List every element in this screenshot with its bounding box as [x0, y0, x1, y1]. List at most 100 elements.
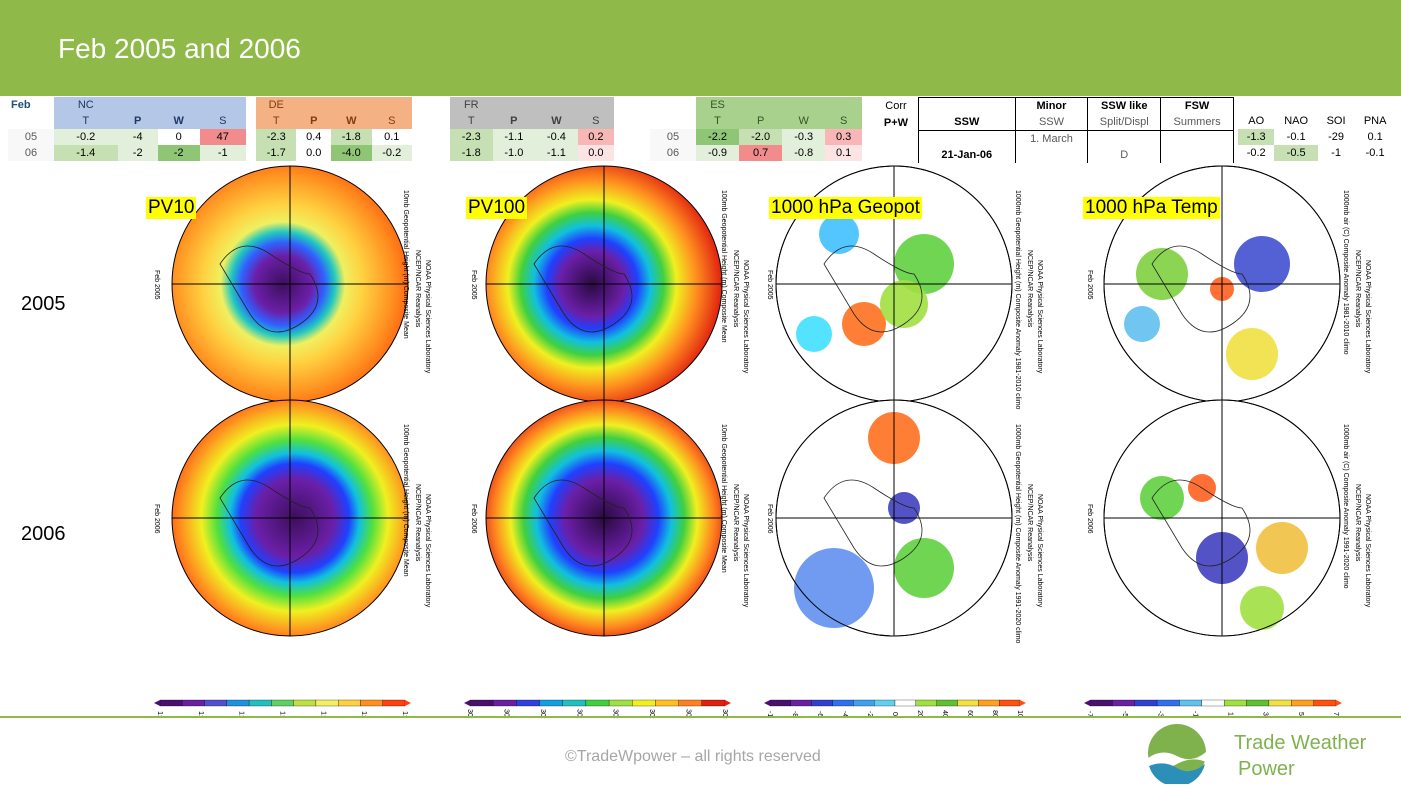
map-geopot-2006 [775, 399, 1013, 637]
col-header: S [577, 113, 614, 129]
index-cell: -1.3 [1238, 129, 1275, 145]
colorbar: -1 -8 -6 -4 -2 0 20 40 60 80 10 [764, 699, 1026, 718]
cell: -0.2 [371, 145, 412, 161]
index-cell: -29 [1328, 131, 1345, 143]
copyright-text: ©TradeWpower – all rights reserved [565, 748, 821, 765]
cell: 0.0 [306, 147, 322, 159]
panel-tag-pv10: PV10 [146, 197, 197, 219]
colorbar-tick: -2 [866, 711, 873, 717]
colorbar-tick: 1: [238, 711, 245, 717]
region-name: DE [256, 97, 297, 113]
cell: -2.0 [739, 129, 783, 145]
map-caption: NOAA Physical Sciences Laboratory [424, 260, 431, 374]
panel-tag-pv100: PV100 [466, 197, 528, 219]
colorbar-tick: 30: [685, 709, 692, 719]
ssw-cell [1160, 130, 1234, 147]
cell: -4 [117, 129, 158, 145]
map-pv10-2005 [171, 165, 409, 403]
col-header: W [782, 113, 826, 129]
colorbar-tick: 1: [279, 711, 286, 717]
col-header: W [535, 113, 578, 129]
cell: -2.2 [696, 129, 740, 145]
map-caption: NOAA Physical Sciences Laboratory [1364, 494, 1371, 608]
cell: -1.7 [256, 145, 297, 161]
col-header: P [117, 113, 158, 129]
col-header: T [256, 113, 297, 129]
map-pv100-2006 [485, 399, 723, 637]
footer-divider [0, 716, 1401, 718]
col-header: P [296, 113, 332, 129]
ssw-header: SSW like [1087, 97, 1161, 114]
index-header: SOI [1326, 115, 1346, 127]
feb-label: Feb [11, 99, 31, 111]
corr-label: Corr P+W [883, 100, 909, 129]
col-header: T [696, 113, 740, 129]
col-header: T [450, 113, 493, 129]
brand-name: Trade Weather Power [1234, 732, 1367, 780]
ssw-header: Minor [1014, 97, 1088, 114]
map-caption: NOAA Physical Sciences Laboratory [424, 494, 431, 608]
map-caption: 1000mb Geopotential Height (m) Composite… [1014, 424, 1021, 644]
colorbar-tick: 40 [941, 710, 948, 718]
cell: 0.1 [825, 145, 862, 161]
map-caption: 10mb Geopotential Height (m) Composite M… [402, 190, 409, 339]
index-cell: -0.5 [1274, 145, 1318, 161]
cell: -1.1 [492, 129, 536, 145]
table-de: DE T P W S -2.3 0.4 -1.8 0.1 -1.7 0.0 -4… [256, 97, 412, 161]
map-caption: NCEP/NCAR Reanalysis [1026, 484, 1033, 562]
cell: 0.1 [384, 131, 400, 143]
map-caption: NCEP/NCAR Reanalysis [732, 250, 739, 328]
ssw-cell: 1. March [1014, 130, 1088, 147]
ssw-table: Minor SSW like FSW SSW SSW Split/Displ S… [918, 97, 1234, 163]
col-header: P [492, 113, 536, 129]
cell: 0.3 [825, 129, 862, 145]
index-cell: -0.1 [1365, 147, 1385, 159]
ssw-cell [1087, 130, 1161, 147]
map-caption: NCEP/NCAR Reanalysis [414, 250, 421, 328]
cell: 0.0 [577, 145, 614, 161]
colorbar-tick: 1: [197, 711, 204, 717]
colorbar-tick: -6 [816, 711, 823, 717]
indices-table: AO NAO SOI PNA -1.3 -0.1 -29 0.1 -0.2 -0… [1238, 97, 1396, 161]
colorbar-tick: 80 [991, 710, 998, 718]
cell: 47 [199, 129, 246, 145]
map-date-label: Feb 2006 [1086, 504, 1093, 534]
map-caption: NOAA Physical Sciences Laboratory [742, 494, 749, 608]
colorbar-tick: 1 [1227, 712, 1234, 716]
map-geopot-2005 [775, 165, 1013, 403]
colorbar-tick: -4 [841, 711, 848, 717]
map-caption: NCEP/NCAR Reanalysis [414, 484, 421, 562]
col-header: S [371, 113, 412, 129]
col-header: S [199, 113, 246, 129]
region-name: ES [696, 97, 740, 113]
cell: -2 [157, 145, 200, 161]
ssw-header: Split/Displ [1087, 114, 1161, 131]
colorbar-tick: 30: [575, 709, 582, 719]
brand-logo-icon [1148, 724, 1206, 784]
map-caption: 100mb Geopotential Height (m) Composite … [402, 424, 409, 577]
col-header: W [331, 113, 372, 129]
colorbar-tick: 1: [401, 711, 408, 717]
map-caption: 1000mb air (C) Composite Anomaly 1981-20… [1342, 190, 1349, 355]
colorbar-tick: 30: [721, 709, 728, 719]
map-caption: NOAA Physical Sciences Laboratory [1036, 260, 1043, 374]
row-label: 06 [8, 145, 54, 161]
year-label-2006: 2006 [21, 523, 66, 545]
ssw-cell [1160, 147, 1234, 163]
map-date-label: Feb 2005 [766, 270, 773, 300]
index-header: NAO [1284, 115, 1309, 127]
map-caption: NCEP/NCAR Reanalysis [1026, 250, 1033, 328]
index-cell: 0.1 [1367, 131, 1383, 143]
map-caption: 1000mb Geopotential Height (m) Composite… [1014, 190, 1021, 410]
ssw-header: SSW [918, 114, 1016, 131]
year-label-2005: 2005 [21, 293, 66, 315]
row-label: 05 [8, 129, 54, 145]
map-pv10-2006 [171, 399, 409, 637]
map-caption: 1000mb air (C) Composite Anomaly 1991-20… [1342, 424, 1349, 589]
ssw-cell: 21-Jan-06 [918, 147, 1016, 163]
panel-tag-temp: 1000 hPa Temp [1083, 197, 1220, 219]
cell: -1.1 [535, 145, 578, 161]
colorbar-tick: 30: [502, 709, 509, 719]
colorbar-tick: 1: [360, 711, 367, 717]
cell: 0.4 [306, 131, 322, 143]
